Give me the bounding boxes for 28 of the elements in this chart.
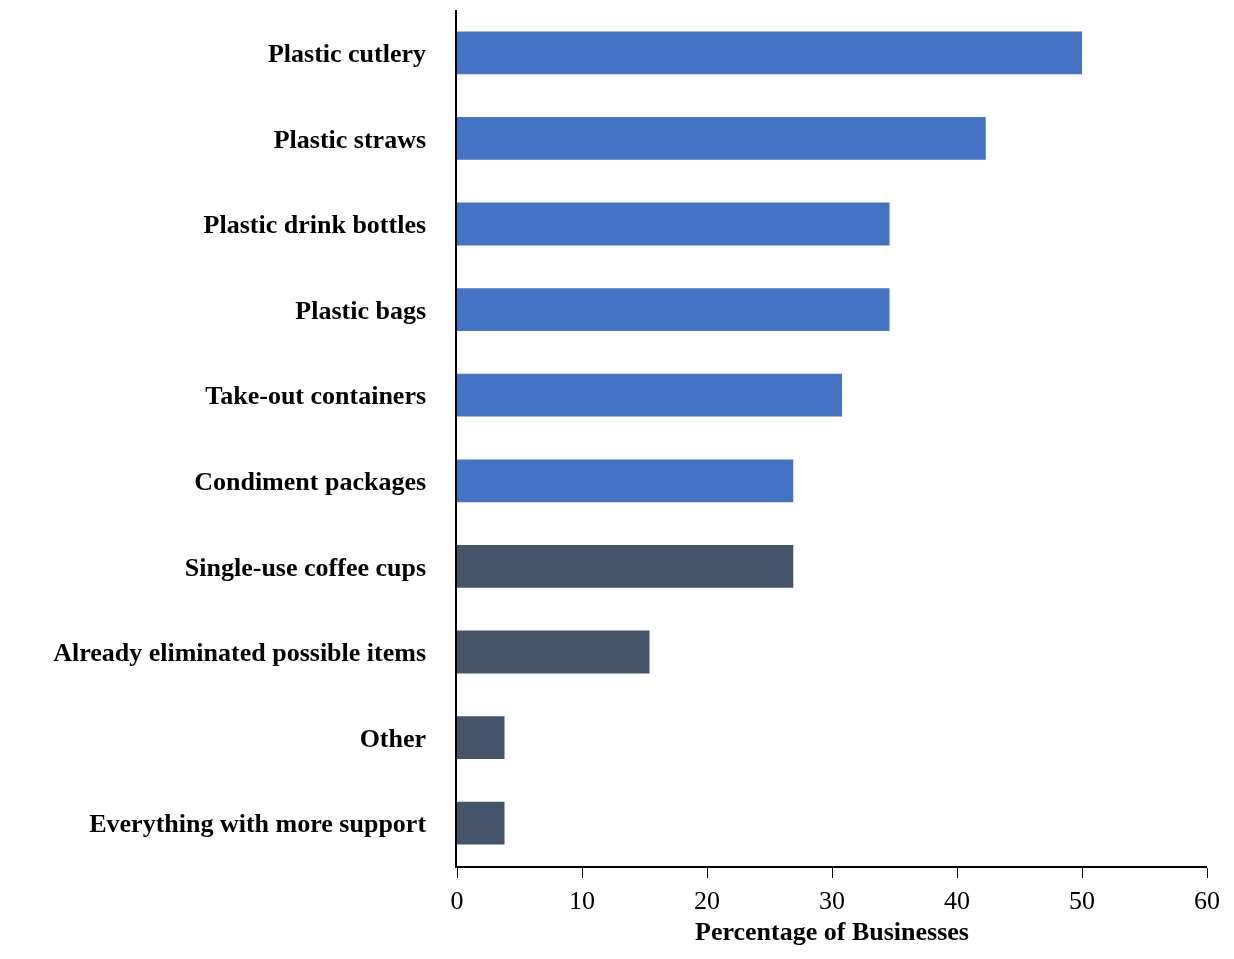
y-tick-label: Already eliminated possible items xyxy=(53,638,427,668)
y-tick-label: Plastic bags xyxy=(295,295,427,325)
y-tick-label: Plastic drink bottles xyxy=(203,210,427,240)
bar xyxy=(457,202,890,246)
x-axis-title: Percentage of Businesses xyxy=(695,917,969,947)
x-tick-label: 0 xyxy=(450,885,464,915)
bar xyxy=(457,716,505,759)
bar xyxy=(457,117,986,160)
bar xyxy=(457,288,890,331)
bar xyxy=(457,630,650,674)
bar xyxy=(457,31,1082,75)
y-tick-label: Condiment packages xyxy=(194,466,427,496)
x-tick-label: 60 xyxy=(1194,885,1220,915)
x-tick-label: 30 xyxy=(819,885,845,915)
y-tick-label: Take-out containers xyxy=(205,381,427,411)
bar xyxy=(457,459,794,503)
y-tick-label: Plastic cutlery xyxy=(267,38,427,68)
bar xyxy=(457,545,794,588)
y-tick-label: Single-use coffee cups xyxy=(184,552,427,582)
y-tick-label: Other xyxy=(359,723,427,753)
x-tick-label: 20 xyxy=(694,885,720,915)
x-tick-label: 40 xyxy=(944,885,970,915)
bar xyxy=(457,801,505,845)
y-tick-label: Everything with more support xyxy=(89,809,427,839)
bar xyxy=(457,373,842,417)
x-tick-label: 50 xyxy=(1069,885,1095,915)
x-tick-label: 10 xyxy=(569,885,595,915)
y-tick-label: Plastic straws xyxy=(273,124,427,154)
